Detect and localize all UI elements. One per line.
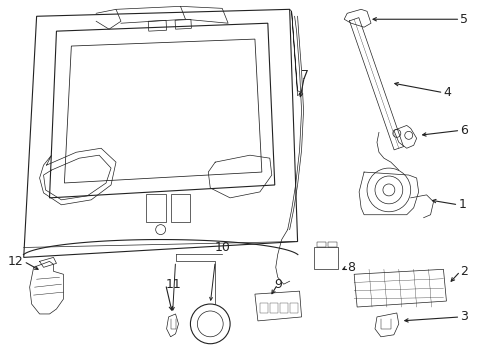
Bar (327, 242, 337, 247)
Bar (289, 303, 297, 313)
Text: 9: 9 (273, 278, 281, 291)
Text: 7: 7 (300, 69, 308, 82)
Bar (170, 194, 190, 222)
Text: 1: 1 (457, 198, 465, 211)
Text: 8: 8 (346, 261, 354, 274)
Bar (175, 19, 191, 29)
Text: 4: 4 (443, 86, 450, 99)
Text: 11: 11 (165, 278, 181, 291)
Text: 2: 2 (459, 265, 467, 278)
Text: 3: 3 (459, 310, 467, 323)
Bar (145, 194, 165, 222)
Bar (259, 303, 267, 313)
Text: 6: 6 (459, 124, 467, 137)
Text: 10: 10 (214, 241, 230, 254)
Bar (279, 303, 287, 313)
Bar (314, 247, 338, 269)
Text: 12: 12 (8, 255, 24, 268)
Bar (269, 303, 277, 313)
Bar (148, 20, 166, 31)
Text: 5: 5 (459, 13, 468, 26)
Bar (317, 242, 325, 247)
